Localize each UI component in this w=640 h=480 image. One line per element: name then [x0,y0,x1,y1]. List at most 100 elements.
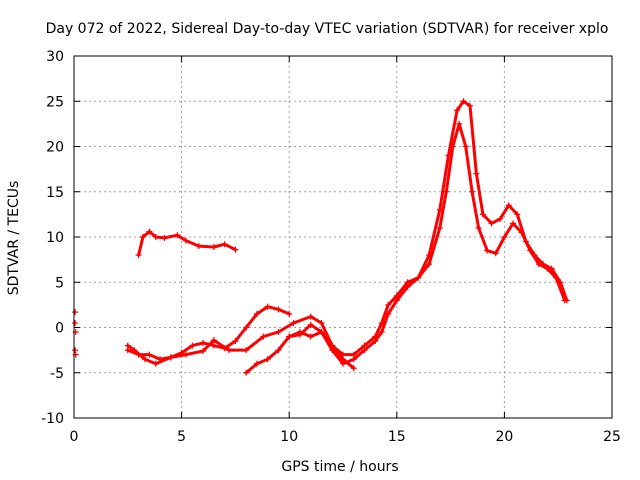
y-tick-label: 20 [46,140,64,156]
data-point [469,188,476,195]
data-point [329,342,336,349]
x-axis-label: GPS time / hours [281,459,398,475]
series-line-arc-2 [137,230,237,257]
data-point [182,237,189,244]
series-line-arc-5 [244,122,567,375]
data-point [210,243,217,250]
x-tick-label: 0 [70,429,79,445]
data-point [296,331,303,338]
data-point [152,234,159,240]
data-point [174,232,181,239]
data-point [146,351,153,358]
data-point [563,297,570,304]
data-point [454,107,461,114]
data-point [286,310,293,317]
data-point [232,246,239,253]
data-point [210,337,217,344]
data-point [264,303,271,310]
axis-ticks: 0 5 10 15 20 25 -10 -5 0 5 10 15 20 25 30 [41,49,621,445]
data-point [404,279,411,286]
data-point [436,206,443,213]
data-point [361,342,368,349]
data-point [139,234,146,240]
data-point [275,347,282,354]
data-point [460,98,467,105]
y-tick-label: 25 [46,94,64,110]
data-point [307,321,314,328]
data-point [340,360,346,367]
y-tick-label: 30 [46,49,64,65]
data-point [479,211,486,218]
series-group [72,98,570,376]
data-point [72,347,79,354]
data-point [225,347,232,354]
data-point [260,333,267,340]
data-point [167,354,174,361]
data-point [146,228,153,235]
data-point [415,274,422,281]
data-point [152,360,159,367]
data-point [286,333,293,340]
data-point [232,338,239,345]
data-point [488,220,495,227]
data-point [243,324,250,331]
data-point [318,319,325,326]
data-point [178,349,185,356]
data-point [243,369,250,376]
data-point [72,319,79,326]
data-point [378,319,385,326]
x-tick-label: 5 [177,429,186,445]
data-point [484,247,491,254]
data-point [210,342,217,349]
data-point [253,310,260,317]
chart-title: Day 072 of 2022, Sidereal Day-to-day VTE… [46,21,609,37]
data-point [436,224,443,231]
data-point [200,339,207,346]
data-point [350,365,357,372]
y-tick-label: 10 [46,230,64,246]
data-point [510,220,517,227]
data-point [253,360,260,367]
data-point [275,329,282,336]
y-tick-label: -5 [50,366,64,382]
data-point [514,211,521,218]
x-tick-label: 15 [388,429,406,445]
data-point [462,143,469,150]
data-point [221,241,228,248]
data-point [161,234,168,241]
y-tick-label: 0 [55,321,64,337]
series-line-arc-6 [287,99,569,357]
data-point [426,252,433,259]
data-point [456,120,463,127]
data-point [426,261,433,268]
data-point [200,348,207,355]
series-line-arc-4 [126,305,291,361]
data-point [522,238,529,245]
x-tick-label: 10 [280,429,298,445]
data-point [466,102,473,109]
data-point [182,351,189,358]
data-point [124,347,131,354]
data-point [540,261,547,268]
data-point [264,356,271,363]
data-point [135,351,142,358]
data-point [531,252,538,259]
series-line-arc-3 [126,315,356,370]
x-tick-label: 25 [603,429,621,445]
data-point [475,224,482,231]
y-tick-label: 5 [55,275,64,291]
data-point [72,309,79,316]
data-point [492,250,499,257]
y-tick-label: -10 [41,411,64,427]
data-point [142,356,149,363]
data-point [135,252,142,259]
data-point [318,329,325,336]
data-point [378,329,385,336]
data-point [385,301,392,308]
y-tick-label: 15 [46,185,64,201]
data-point [501,234,508,240]
data-point [548,265,555,272]
data-point [443,188,450,195]
data-point [497,215,504,222]
data-point [307,313,314,320]
